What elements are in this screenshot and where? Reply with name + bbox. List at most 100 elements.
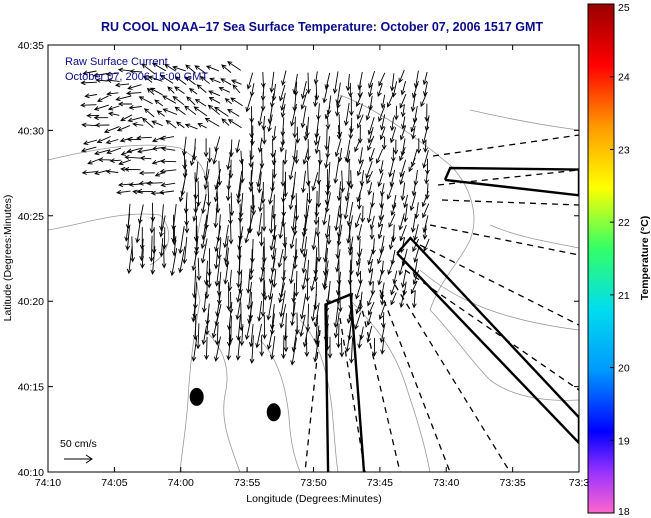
current-arrow	[306, 72, 311, 95]
contour-line	[429, 309, 579, 401]
current-arrow	[290, 171, 296, 201]
current-arrow	[389, 117, 395, 132]
current-arrow	[424, 183, 430, 200]
current-arrow	[402, 281, 408, 296]
current-arrow	[327, 336, 333, 359]
current-arrow	[203, 260, 209, 286]
current-arrow	[313, 281, 319, 311]
current-arrow	[154, 171, 166, 177]
current-arrow	[368, 268, 374, 287]
current-arrow	[192, 201, 199, 222]
current-arrow	[314, 190, 320, 218]
current-arrow	[116, 125, 131, 132]
current-arrow	[370, 192, 375, 208]
current-arrow	[262, 315, 267, 340]
contour-line	[204, 329, 241, 472]
current-arrow	[380, 312, 386, 329]
current-arrow	[149, 235, 154, 263]
current-arrow	[195, 323, 201, 350]
current-arrow	[178, 181, 185, 203]
current-arrow	[86, 113, 100, 119]
current-arrow	[174, 86, 185, 94]
current-arrow	[81, 122, 97, 128]
current-arrow	[294, 193, 300, 221]
current-arrow	[300, 81, 307, 100]
current-arrow	[423, 139, 428, 153]
colorbar-tick-label: 24	[618, 72, 630, 84]
current-arrow	[310, 293, 318, 322]
buoy-marker	[266, 403, 281, 422]
current-arrow	[403, 194, 409, 209]
current-arrow	[293, 238, 298, 261]
current-arrow	[378, 301, 387, 321]
current-arrow	[409, 193, 417, 212]
current-arrow	[408, 157, 416, 173]
current-arrow	[236, 181, 242, 205]
current-arrow	[214, 225, 222, 253]
current-arrow	[367, 182, 373, 196]
current-arrow	[129, 69, 143, 74]
current-arrow	[192, 315, 198, 341]
current-arrow	[359, 170, 365, 187]
current-arrow	[118, 159, 132, 166]
contour-line	[299, 319, 339, 472]
current-arrow	[159, 238, 164, 258]
current-arrow	[301, 170, 306, 194]
current-arrow	[294, 150, 300, 165]
current-arrow	[281, 335, 286, 360]
current-arrow	[410, 117, 418, 133]
current-arrow	[162, 227, 167, 250]
current-arrow	[379, 291, 385, 306]
current-arrow	[256, 212, 262, 237]
radial-line	[304, 329, 321, 472]
x-tick-label: 74:05	[101, 477, 127, 489]
current-arrow	[136, 135, 152, 141]
current-arrow	[236, 281, 243, 303]
current-arrow	[223, 260, 229, 285]
current-arrow	[269, 71, 275, 94]
current-arrow	[154, 99, 164, 107]
current-arrow	[246, 268, 251, 294]
current-arrow	[313, 71, 319, 85]
current-arrow	[313, 128, 319, 146]
current-arrow	[205, 65, 220, 72]
current-arrow	[80, 146, 97, 153]
current-arrow	[221, 118, 230, 126]
contour-line	[259, 339, 301, 472]
current-arrow	[290, 103, 297, 127]
current-arrow	[201, 194, 207, 215]
current-arrow	[260, 291, 266, 318]
current-arrow	[229, 192, 235, 217]
current-arrow	[379, 235, 385, 254]
current-arrow	[356, 159, 364, 177]
current-arrow	[386, 182, 394, 200]
radial-line	[429, 224, 579, 256]
x-tick-label: 73:50	[300, 477, 326, 489]
contour-line	[489, 224, 579, 249]
contour-line	[339, 94, 475, 311]
current-arrow	[290, 205, 297, 232]
colorbar-label: Temperature (°C)	[639, 216, 651, 301]
current-arrow	[268, 181, 275, 205]
x-tick-label: 73:55	[234, 477, 260, 489]
colorbar	[587, 3, 615, 514]
shipping-lane	[443, 166, 579, 197]
current-arrow	[337, 191, 343, 219]
current-arrow	[151, 62, 167, 72]
current-arrow	[317, 150, 323, 165]
current-arrow	[343, 192, 350, 220]
current-arrow	[411, 290, 417, 309]
current-arrow	[326, 225, 332, 246]
current-arrow	[410, 281, 418, 295]
current-arrow	[279, 290, 286, 318]
radial-line	[339, 317, 366, 472]
current-arrow	[174, 106, 186, 115]
current-arrow	[389, 127, 397, 144]
current-arrow	[159, 215, 166, 238]
current-arrow	[191, 302, 197, 323]
radial-line	[394, 284, 511, 472]
current-arrow	[299, 314, 306, 338]
current-arrow	[403, 203, 408, 223]
y-tick-label: 40:25	[18, 211, 44, 223]
current-arrow	[147, 75, 163, 82]
